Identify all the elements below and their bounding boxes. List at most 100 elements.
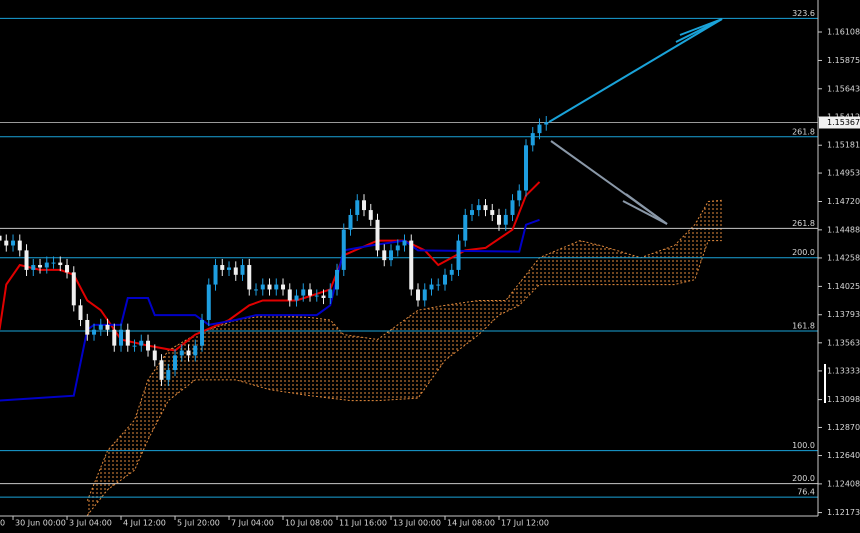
y-tick-label: 1.14258: [827, 253, 860, 262]
y-tick-label: 1.12640: [827, 451, 860, 460]
candle-body: [146, 340, 151, 351]
cloud-lower: [86, 240, 722, 516]
y-tick-label: 1.15875: [827, 56, 860, 65]
candle-body: [44, 262, 49, 268]
candle-body: [193, 345, 198, 356]
candle-body: [375, 219, 380, 251]
candle-body: [409, 240, 414, 290]
current-price-label: 1.15367: [827, 118, 860, 127]
candle-body: [17, 240, 22, 251]
candle-body: [92, 329, 97, 335]
candle-body: [321, 295, 326, 298]
indicator-line: [0, 181, 541, 352]
y-tick-label: 1.14025: [827, 282, 860, 291]
candle-body: [247, 265, 252, 290]
candle-body: [105, 324, 110, 330]
candle-body: [166, 370, 171, 380]
candle-body: [335, 269, 340, 290]
candle-body: [254, 289, 259, 291]
candle-body: [389, 250, 394, 261]
y-tick-label: 1.12173: [827, 508, 860, 517]
candle-body: [186, 350, 191, 356]
candle-body: [85, 319, 90, 335]
indicator-line: [0, 218, 540, 402]
level-label: 200.0: [792, 474, 815, 483]
level-label: 76.4: [797, 488, 815, 497]
candle-body: [308, 289, 313, 296]
candle-body: [206, 284, 211, 320]
level-label: 161.8: [792, 321, 815, 330]
y-tick-label: 1.13333: [827, 366, 860, 375]
level-label: 323.6: [792, 9, 815, 18]
x-tick-label: 5 Jul 20:00: [177, 519, 220, 528]
candle-body: [213, 265, 218, 285]
y-tick-label: 1.13563: [827, 338, 860, 347]
cloud-fill: [87, 200, 722, 516]
candle-body: [314, 295, 319, 297]
candle-body: [382, 250, 387, 261]
x-tick-label: 13 Jul 00:00: [393, 519, 441, 528]
candle-body: [328, 289, 333, 298]
up-arrow: [548, 18, 723, 123]
candle-body: [139, 340, 144, 346]
candle-body: [368, 210, 373, 220]
y-tick-label: 1.14488: [827, 225, 860, 234]
candle-body: [544, 122, 549, 125]
candle-body: [71, 272, 76, 306]
candle-body: [362, 200, 367, 211]
x-tick-label: 3 Jul 04:00: [69, 519, 112, 528]
candle-body: [240, 265, 245, 275]
candle-body: [470, 210, 475, 215]
candle-body: [119, 329, 124, 346]
candle-body: [436, 284, 441, 286]
level-label: 261.8: [792, 127, 815, 136]
candle-body: [503, 214, 508, 225]
candle-body: [456, 240, 461, 270]
y-tick-label: 1.13793: [827, 310, 860, 319]
candle-body: [233, 267, 238, 275]
candle-body: [449, 269, 454, 275]
candle-body: [98, 324, 103, 330]
candle-body: [497, 214, 502, 225]
candle-body: [78, 305, 83, 320]
y-tick-label: 1.15181: [827, 141, 860, 150]
candle-body: [200, 319, 205, 346]
candle-body: [402, 240, 407, 246]
x-tick-label: 7 Jul 04:00: [231, 519, 274, 528]
candle-body: [463, 214, 468, 241]
candle-body: [112, 329, 117, 346]
candle-body: [38, 265, 43, 268]
candle-body: [267, 284, 272, 290]
candle-body: [159, 360, 164, 380]
candle-body: [287, 289, 292, 301]
candle-body: [510, 200, 515, 215]
candle-body: [348, 214, 353, 230]
candle-body: [51, 262, 56, 264]
x-tick-label: 14 Jul 08:00: [447, 519, 495, 528]
y-tick-label: 1.14953: [827, 169, 860, 178]
candle-body: [4, 240, 9, 246]
candle-body: [152, 350, 157, 361]
candle-body: [443, 274, 448, 285]
y-tick-label: 1.12870: [827, 423, 860, 432]
x-tick-label: 17 Jul 12:00: [501, 519, 549, 528]
x-tick-label: 11 Jul 16:00: [339, 519, 387, 528]
candle-body: [220, 265, 225, 270]
candle-body: [294, 295, 299, 301]
candle-body: [517, 190, 522, 201]
level-label: 261.8: [792, 219, 815, 228]
candle-body: [490, 210, 495, 215]
candle-body: [31, 265, 36, 270]
y-tick-label: 1.16108: [827, 27, 860, 36]
plot-area: 323.6 261.8 261.8 200.0 161.8 100.0 200.0 76.4: [0, 9, 818, 516]
candle-body: [524, 145, 529, 191]
candle-body: [341, 229, 346, 270]
candle-body: [429, 284, 434, 290]
candle-body: [274, 284, 279, 290]
down-arrow: [550, 140, 668, 225]
candle-body: [24, 250, 29, 270]
level-label: 100.0: [792, 441, 815, 450]
candle-body: [355, 200, 360, 215]
candle-body: [227, 267, 232, 270]
